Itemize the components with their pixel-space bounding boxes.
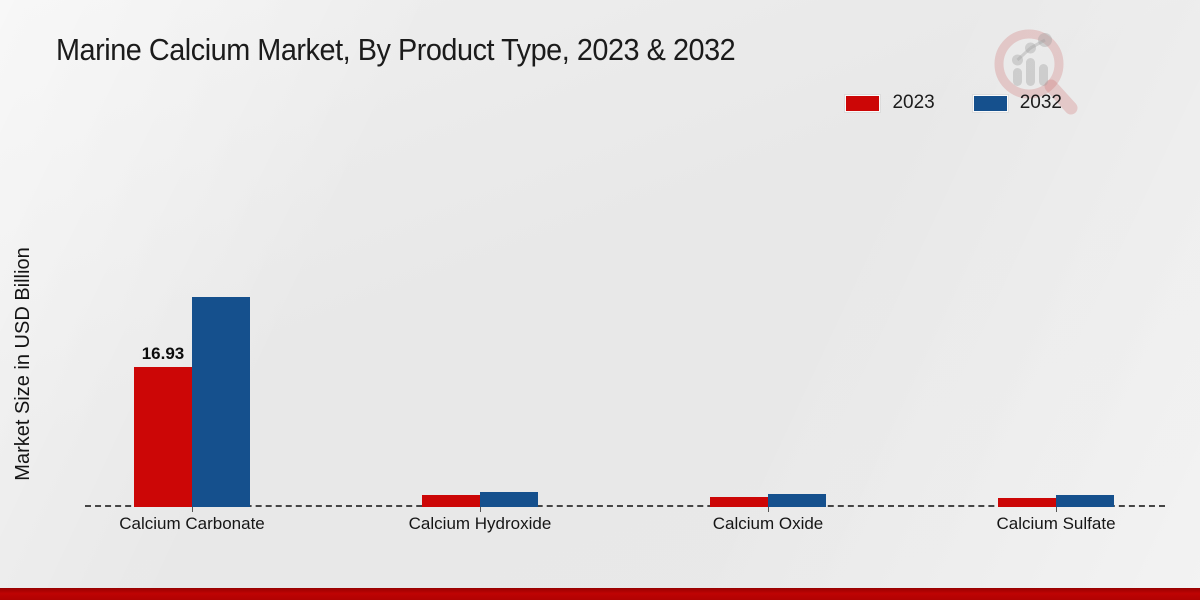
y-axis-label: Market Size in USD Billion bbox=[12, 247, 34, 481]
legend: 2023 2032 bbox=[845, 92, 1062, 114]
x-axis-tick bbox=[192, 507, 193, 512]
legend-item-2032: 2032 bbox=[972, 92, 1062, 114]
magnifier-bar-chart-logo-icon bbox=[994, 29, 1078, 115]
x-axis-tick bbox=[768, 507, 769, 512]
category-label: Calcium Carbonate bbox=[119, 514, 265, 533]
bar-2023-calcium-sulfate bbox=[998, 498, 1056, 507]
bar-2032-calcium-sulfate bbox=[1056, 495, 1114, 507]
category-label: Calcium Oxide bbox=[712, 514, 824, 533]
category-label: Calcium Hydroxide bbox=[408, 514, 552, 533]
bar-value-label: 16.93 bbox=[141, 344, 185, 363]
legend-swatch-2023 bbox=[845, 94, 881, 112]
x-axis-tick bbox=[1056, 507, 1057, 512]
legend-label: 2023 bbox=[892, 92, 935, 113]
legend-label: 2032 bbox=[1019, 92, 1062, 113]
bar-2023-calcium-oxide bbox=[710, 497, 768, 507]
bar-2032-calcium-carbonate bbox=[192, 297, 250, 507]
category-label: Calcium Sulfate bbox=[996, 514, 1116, 533]
bar-2032-calcium-hydroxide bbox=[480, 492, 538, 507]
bar-2023-calcium-carbonate bbox=[134, 367, 192, 507]
bar-2032-calcium-oxide bbox=[768, 494, 826, 507]
chart-title: Marine Calcium Market, By Product Type, … bbox=[56, 32, 736, 67]
bottom-accent-bar bbox=[0, 588, 1200, 600]
zero-baseline bbox=[85, 505, 1165, 507]
legend-item-2023: 2023 bbox=[845, 92, 935, 114]
x-axis-tick bbox=[480, 507, 481, 512]
bar-2023-calcium-hydroxide bbox=[422, 495, 480, 507]
legend-swatch-2032 bbox=[972, 94, 1008, 112]
